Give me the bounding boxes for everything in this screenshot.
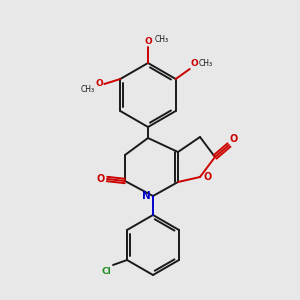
Text: CH₃: CH₃ — [199, 58, 213, 68]
Text: Cl: Cl — [101, 267, 111, 276]
Text: O: O — [230, 134, 238, 144]
Text: O: O — [95, 80, 103, 88]
Text: O: O — [191, 59, 199, 68]
Text: CH₃: CH₃ — [155, 35, 169, 44]
Text: N: N — [142, 191, 151, 201]
Text: O: O — [144, 37, 152, 46]
Text: CH₃: CH₃ — [80, 85, 94, 94]
Text: O: O — [203, 172, 211, 182]
Text: O: O — [97, 174, 105, 184]
